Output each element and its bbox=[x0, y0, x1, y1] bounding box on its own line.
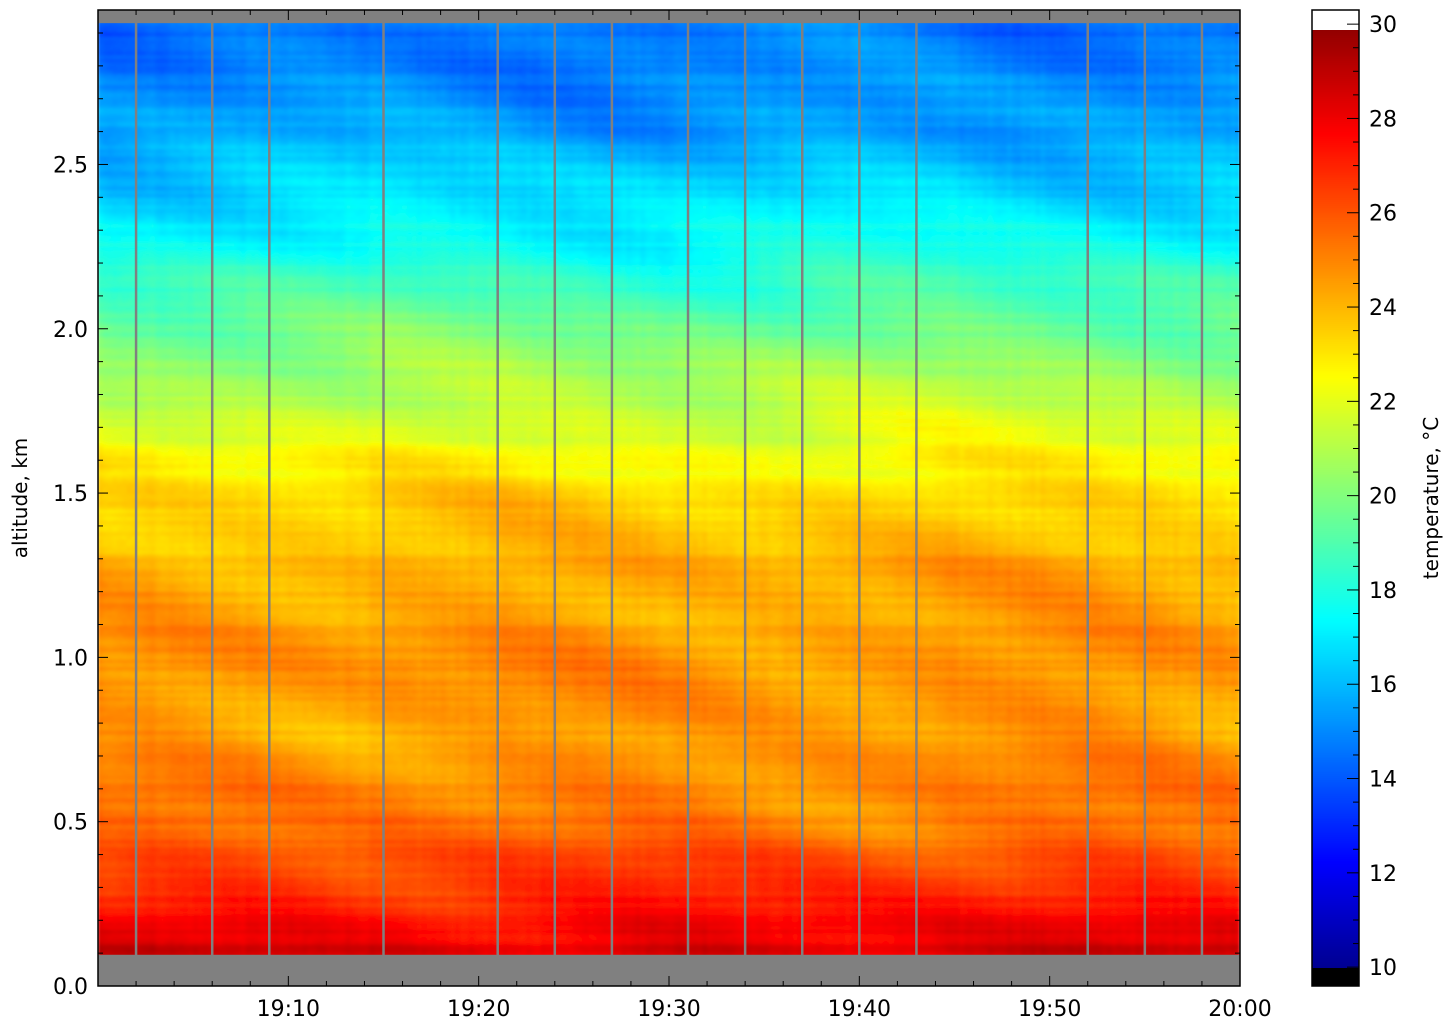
colorbar-tick-label: 30 bbox=[1369, 13, 1397, 38]
colorbar-tick-label: 10 bbox=[1369, 956, 1397, 981]
x-tick-label: 19:30 bbox=[637, 997, 700, 1022]
heatmap-area bbox=[98, 10, 1240, 986]
y-axis-label: altitude, km bbox=[8, 438, 32, 559]
colorbar-under-range bbox=[1312, 968, 1359, 986]
y-tick-label: 2.0 bbox=[53, 318, 88, 343]
colorbar-tick-label: 14 bbox=[1369, 768, 1397, 793]
x-tick-label: 19:40 bbox=[828, 997, 891, 1022]
x-tick-label: 19:20 bbox=[447, 997, 510, 1022]
colorbar-tick-label: 28 bbox=[1369, 107, 1397, 132]
x-tick-label: 20:00 bbox=[1208, 997, 1271, 1022]
colorbar-tick-label: 12 bbox=[1369, 862, 1397, 887]
colorbar-tick-label: 16 bbox=[1369, 673, 1397, 698]
x-tick-label: 19:50 bbox=[1018, 997, 1081, 1022]
y-tick-label: 1.5 bbox=[53, 482, 88, 507]
colorbar-image bbox=[1312, 10, 1359, 986]
colorbar-tick-label: 20 bbox=[1369, 485, 1397, 510]
colorbar-axis: 10 12 14 16 18 20 22 24 26 28 30 bbox=[1347, 13, 1397, 981]
gap-lines bbox=[134, 10, 1204, 986]
x-tick-label: 19:10 bbox=[257, 997, 320, 1022]
colorbar: 10 12 14 16 18 20 22 24 26 28 30 temperature, °C bbox=[1311, 9, 1443, 987]
colorbar-tick-label: 24 bbox=[1369, 296, 1397, 321]
x-axis: 19:10 19:20 19:30 19:40 19:50 20:00 bbox=[97, 10, 1272, 1022]
colorbar-tick-label: 18 bbox=[1369, 579, 1397, 604]
colorbar-tick-label: 26 bbox=[1369, 202, 1397, 227]
heatmap-image bbox=[98, 10, 1240, 986]
colorbar-over-range bbox=[1312, 10, 1359, 30]
y-tick-label: 0.5 bbox=[53, 811, 88, 836]
y-tick-label: 2.5 bbox=[53, 153, 88, 178]
colorbar-frame bbox=[1311, 9, 1360, 987]
y-tick-label: 1.0 bbox=[53, 646, 88, 671]
y-axis: 0.0 0.5 1.0 1.5 2.0 2.5 bbox=[53, 32, 1240, 1000]
colorbar-label: temperature, °C bbox=[1419, 417, 1443, 579]
colorbar-tick-label: 22 bbox=[1369, 390, 1397, 415]
y-tick-label: 0.0 bbox=[53, 975, 88, 1000]
